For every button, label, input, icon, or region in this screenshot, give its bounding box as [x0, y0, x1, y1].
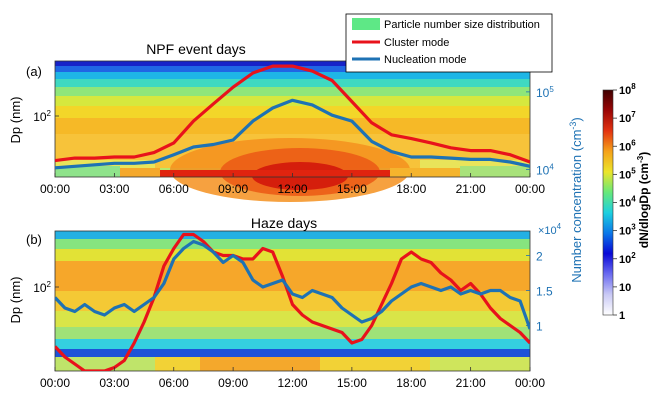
- colorbar-tick-label: 105: [619, 166, 636, 181]
- panel-b-x-tick-label: 15:00: [337, 376, 367, 390]
- colorbar-tick-label: 10: [619, 282, 631, 294]
- panel-b-x-tick-label: 12:00: [277, 376, 307, 390]
- panel-b-x-tick-label: 09:00: [218, 376, 248, 390]
- panel-b-heatmap: [54, 230, 531, 372]
- colorbar-tick-label: 106: [619, 138, 636, 153]
- panel-a-x-tick-label: 15:00: [337, 182, 367, 196]
- panel-a-x-tick-label: 12:00: [277, 182, 307, 196]
- panel-a-x-tick-label: 00:00: [515, 182, 545, 196]
- panel-a-title: NPF event days: [146, 41, 246, 57]
- panel-b-right-tick-label: 1: [536, 320, 543, 334]
- panel-b-title: Haze days: [251, 215, 317, 231]
- panel-b-x-tick-label: 21:00: [456, 376, 486, 390]
- panel-a-x-tick-label: 00:00: [40, 182, 70, 196]
- colorbar-tick-label: 1: [619, 310, 625, 322]
- legend: Particle number size distribution Cluste…: [345, 13, 553, 73]
- panel-a-x-tick-label: 09:00: [218, 182, 248, 196]
- panel-b-x-tick-label: 00:00: [515, 376, 545, 390]
- panel-b-x-tick-label: 06:00: [159, 376, 189, 390]
- panel-a-x-tick-label: 21:00: [456, 182, 486, 196]
- panel-b-series-nucleation-mode: [55, 239, 530, 330]
- panel-b-ylabel: Dp (nm): [8, 277, 23, 324]
- legend-entry-psd: Particle number size distribution: [384, 19, 540, 31]
- right-axis-title: Number concentration (cm-3): [568, 117, 584, 283]
- panel-a-series-cluster-mode: [55, 64, 530, 164]
- panel-a-label: (a): [26, 64, 42, 79]
- panel-b-multiplier: ×104: [538, 222, 562, 237]
- colorbar-gradient: [602, 89, 614, 316]
- panel-b-x-tick-label: 18:00: [396, 376, 426, 390]
- colorbar-tick-label: 102: [619, 251, 636, 266]
- panel-a-right-tick-label: 105: [536, 85, 554, 100]
- panel-b-series-cluster-mode: [55, 232, 530, 371]
- colorbar-tick-label: 108: [619, 82, 636, 97]
- colorbar-tick-label: 104: [619, 195, 636, 210]
- panel-b-x-tick-label: 03:00: [99, 376, 129, 390]
- panel-a-heatmap: [54, 60, 531, 202]
- panel-a-x-tick-label: 18:00: [396, 182, 426, 196]
- colorbar-tick-label: 107: [619, 110, 636, 125]
- legend-swatch-psd: [352, 18, 380, 30]
- panel-b-right-tick-label: 1.5: [536, 285, 553, 299]
- panel-a-right-tick-label: 104: [536, 162, 554, 177]
- panel-b-y-tick-label: 102: [33, 280, 51, 295]
- panel-a-x-tick-label: 06:00: [159, 182, 189, 196]
- legend-entry-nucleation: Nucleation mode: [384, 54, 467, 66]
- legend-entry-cluster: Cluster mode: [384, 37, 449, 49]
- panel-a-x-tick-label: 03:00: [99, 182, 129, 196]
- panel-b-label: (b): [26, 232, 42, 247]
- panel-b-right-tick-label: 2: [536, 250, 543, 264]
- panel-a-ylabel: Dp (nm): [8, 97, 23, 144]
- panel-a-y-tick-label: 102: [33, 109, 51, 124]
- panel-b-x-tick-label: 00:00: [40, 376, 70, 390]
- colorbar-label: dN/dlogDp (cm-3): [636, 152, 651, 248]
- panel-a-series-nucleation-mode: [55, 98, 530, 170]
- colorbar-tick-label: 103: [619, 223, 636, 238]
